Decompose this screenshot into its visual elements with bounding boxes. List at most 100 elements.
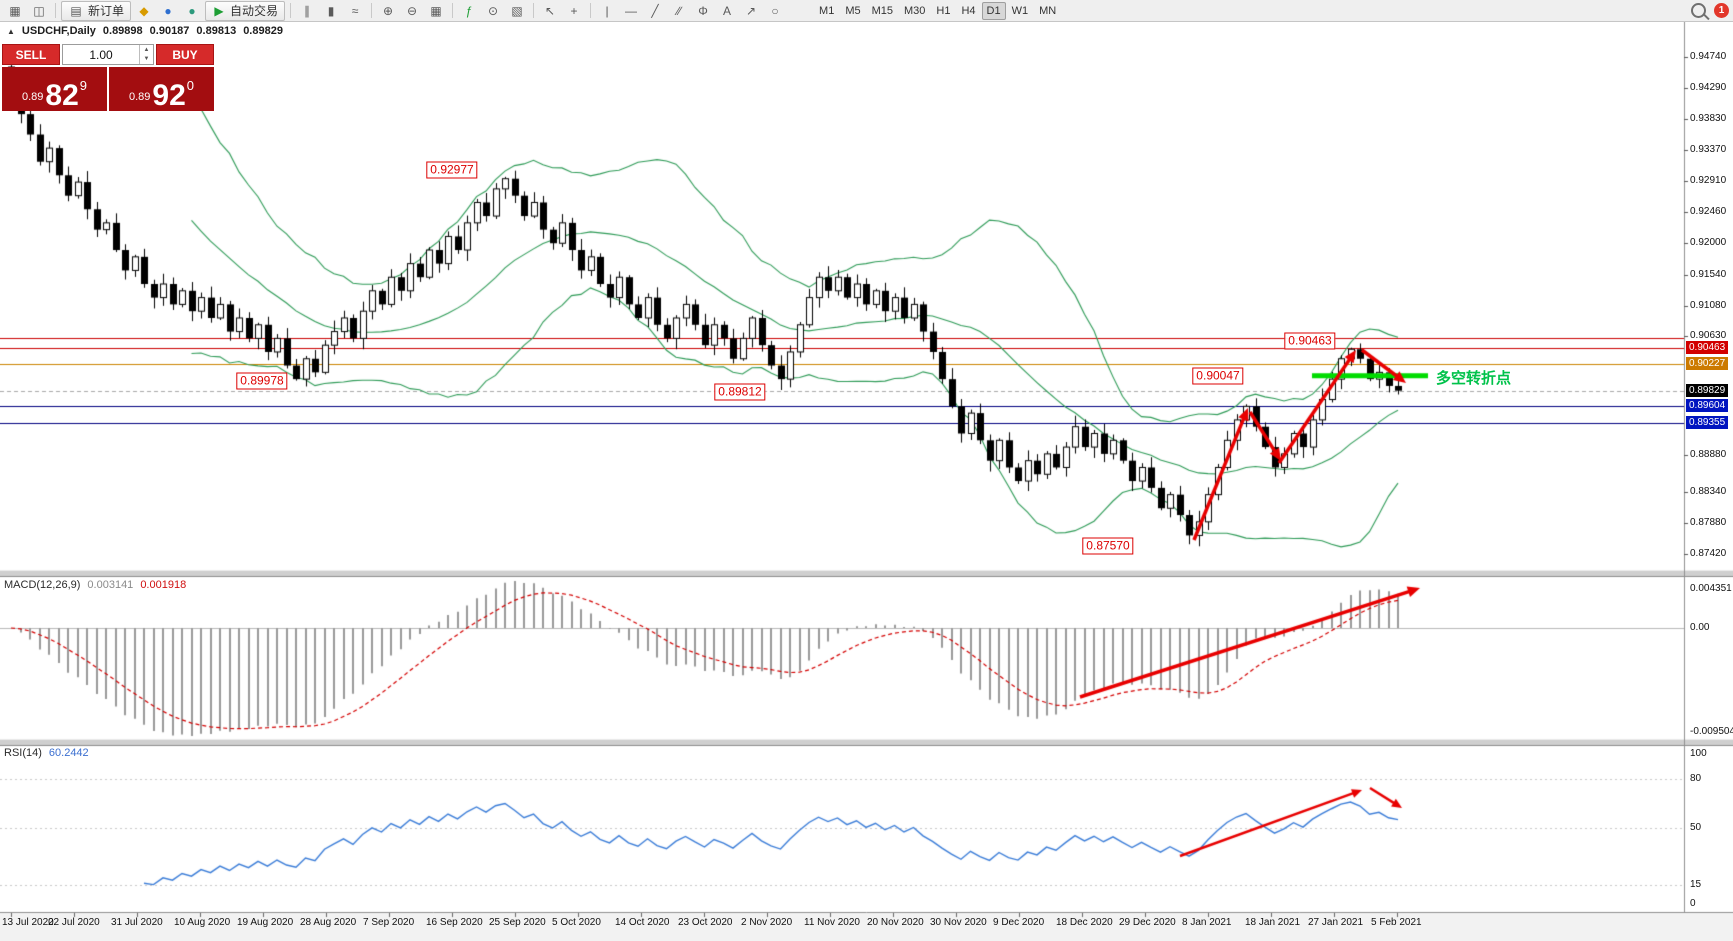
indicators-icon[interactable]: ƒ (465, 3, 473, 18)
timeframe-button-M1[interactable]: M1 (819, 4, 835, 17)
period-icon[interactable]: ⊙ (488, 3, 499, 18)
date-axis-label: 13 Jul 2020 (2, 917, 54, 928)
macd-main-value: 0.003141 (87, 579, 134, 591)
price-axis-label: 0.93830 (1690, 112, 1727, 124)
date-axis-label: 23 Oct 2020 (678, 917, 733, 928)
timeframe-button-D1[interactable]: D1 (981, 1, 1006, 20)
rsi-axis-label: 80 (1690, 772, 1702, 784)
price-axis-label: 0.91080 (1690, 299, 1727, 311)
sell-price-tile[interactable]: 0.89 82 9 (2, 67, 107, 111)
candle-chart-icon[interactable]: ▮ (327, 3, 335, 18)
bar-chart-icon[interactable]: ∥ (304, 3, 311, 18)
rsi-axis-label: 0 (1690, 898, 1696, 909)
navigator-icon[interactable]: ● (188, 3, 196, 18)
auto-trading-button[interactable]: ▶ 自动交易 (205, 0, 286, 21)
macd-axis-label: -0.009504 (1690, 726, 1733, 737)
crosshair-icon[interactable]: + (570, 3, 578, 18)
macd-indicator-label: MACD(12,26,9) 0.003141 0.001918 (4, 579, 186, 591)
date-axis-label: 31 Jul 2020 (111, 917, 163, 928)
rsi-label: RSI(14) (4, 747, 42, 759)
volume-stepper[interactable]: 1.00 ▲ ▼ (62, 44, 154, 65)
price-axis-label: 0.92910 (1690, 175, 1727, 187)
fibonacci-icon[interactable]: Φ (698, 3, 708, 18)
text-tool-icon[interactable]: A (723, 3, 732, 18)
date-axis-label: 22 Jul 2020 (48, 917, 100, 928)
arrow-tool-icon[interactable]: ↗ (746, 3, 757, 18)
horizontal-line-icon[interactable]: — (625, 3, 638, 18)
date-axis-label: 14 Oct 2020 (615, 917, 670, 928)
templates-icon[interactable]: ▧ (511, 3, 523, 18)
price-axis-label: 0.88880 (1690, 449, 1727, 461)
price-callout[interactable]: 0.90047 (1192, 367, 1244, 385)
highlighted-price-flag: 0.90227 (1686, 356, 1729, 370)
zoom-in-icon[interactable]: ⊕ (383, 3, 394, 18)
timeframe-button-M30[interactable]: M30 (904, 4, 926, 17)
notification-badge[interactable]: 1 (1714, 3, 1729, 18)
price-callout[interactable]: 0.87570 (1082, 537, 1134, 555)
date-axis-label: 5 Oct 2020 (552, 917, 601, 928)
buy-price-tile[interactable]: 0.89 92 0 (109, 67, 214, 111)
highlighted-price-flag: 0.89355 (1686, 415, 1729, 429)
toolbar: ▦ ◫ ▤ 新订单 ◆ ● ● ▶ 自动交易 ∥ ▮ ≈ ⊕ ⊖ ▦ ƒ ⊙ ▧… (0, 0, 1733, 22)
date-axis-label: 16 Sep 2020 (426, 917, 483, 928)
date-axis-label: 19 Aug 2020 (237, 917, 294, 928)
volume-down-icon[interactable]: ▼ (143, 56, 150, 63)
highlighted-price-flag: 0.90463 (1686, 340, 1729, 354)
cursor-icon[interactable]: ↖ (545, 3, 556, 18)
macd-signal-value: 0.001918 (140, 579, 187, 591)
favorites-icon[interactable]: ◆ (139, 3, 149, 18)
line-chart-icon[interactable]: ≈ (351, 3, 359, 18)
price-axis-label: 0.92460 (1690, 205, 1727, 217)
vertical-line-icon[interactable]: | (605, 3, 609, 18)
zoom-out-icon[interactable]: ⊖ (407, 3, 418, 18)
price-axis-label: 0.87420 (1690, 548, 1727, 560)
trendline-icon[interactable]: ╱ (651, 3, 659, 18)
timeframe-button-W1[interactable]: W1 (1011, 4, 1029, 17)
timeframe-button-H4[interactable]: H4 (961, 4, 976, 17)
sell-button[interactable]: SELL (2, 44, 60, 65)
macd-label: MACD(12,26,9) (4, 579, 81, 591)
symbol-ohlc-header: ▲ USDCHF,Daily 0.89898 0.90187 0.89813 0… (7, 25, 283, 37)
symbol-name: USDCHF,Daily (21, 25, 96, 37)
collapse-triangle-icon[interactable]: ▲ (7, 26, 15, 36)
price-axis-label: 0.87880 (1690, 517, 1727, 529)
chart-add-icon[interactable]: ◫ (33, 3, 45, 18)
rsi-indicator-label: RSI(14) 60.2442 (4, 747, 89, 759)
shapes-icon[interactable]: ○ (771, 3, 779, 18)
price-axis-label: 0.94740 (1690, 51, 1727, 63)
arrange-windows-icon[interactable]: ▦ (430, 3, 442, 18)
sell-price-prefix: 0.89 (21, 91, 44, 103)
ohlc-close: 0.89829 (243, 25, 283, 37)
rsi-axis-label: 15 (1690, 879, 1702, 891)
channel-icon[interactable]: ∕∕ (677, 3, 682, 18)
price-callout[interactable]: 0.92977 (426, 161, 478, 179)
rsi-axis-label: 100 (1690, 748, 1707, 759)
sell-price-big: 82 (45, 78, 79, 112)
search-icon[interactable] (1691, 3, 1706, 18)
macd-axis-label: 0.00 (1690, 622, 1710, 633)
date-axis-label: 18 Dec 2020 (1056, 917, 1113, 928)
turning-point-annotation[interactable]: 多空转折点 (1436, 370, 1512, 387)
buy-price-prefix: 0.89 (128, 91, 151, 103)
buy-price-big: 92 (152, 78, 186, 112)
price-axis-label: 0.93370 (1690, 144, 1727, 156)
chart-window-icon[interactable]: ▦ (9, 3, 21, 18)
price-callout[interactable]: 0.89978 (236, 372, 288, 390)
price-callout[interactable]: 0.90463 (1284, 332, 1336, 350)
timeframe-button-MN[interactable]: MN (1039, 4, 1057, 17)
new-order-button[interactable]: ▤ 新订单 (61, 0, 132, 21)
market-watch-icon[interactable]: ● (164, 3, 172, 18)
timeframe-button-M15[interactable]: M15 (871, 4, 893, 17)
date-axis-label: 7 Sep 2020 (363, 917, 415, 928)
buy-button[interactable]: BUY (156, 44, 214, 65)
ohlc-high: 0.90187 (149, 25, 190, 37)
date-axis-label: 8 Jan 2021 (1182, 917, 1232, 928)
timeframe-button-H1[interactable]: H1 (936, 4, 951, 17)
price-callout[interactable]: 0.89812 (714, 383, 766, 401)
volume-up-icon[interactable]: ▲ (143, 46, 150, 53)
highlighted-price-flag: 0.89604 (1686, 399, 1729, 413)
price-axis-label: 0.92000 (1690, 237, 1727, 249)
volume-value[interactable]: 1.00 (89, 47, 113, 62)
timeframe-button-M5[interactable]: M5 (845, 4, 861, 17)
